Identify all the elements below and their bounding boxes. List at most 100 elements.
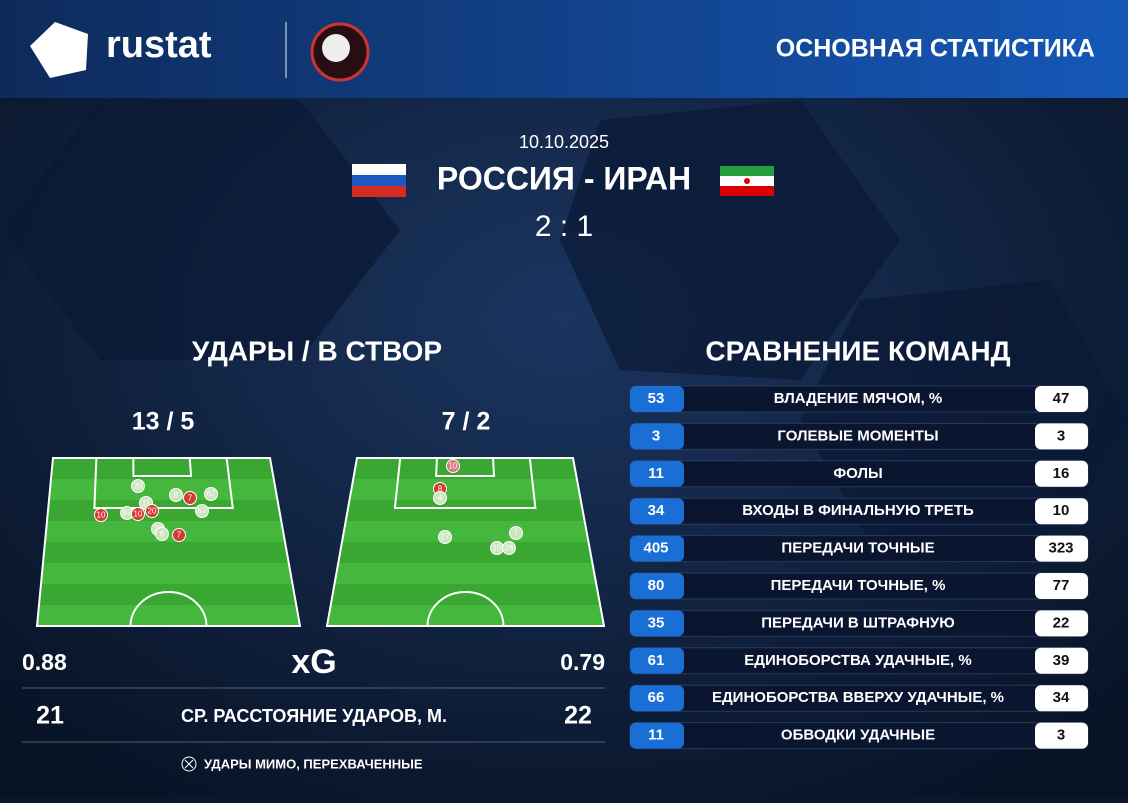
comparison-row: 35 ПЕРЕДАЧИ В ШТРАФНУЮ 22 (629, 609, 1089, 637)
away-pill (1035, 573, 1088, 599)
comparison-row: 405 ПЕРЕДАЧИ ТОЧНЫЕ 323 (629, 535, 1089, 563)
xg-label: xG (291, 643, 336, 681)
home-value: 34 (648, 502, 665, 519)
comparison-row: 34 ВХОДЫ В ФИНАЛЬНУЮ ТРЕТЬ 10 (629, 497, 1089, 525)
row-label: ПЕРЕДАЧИ ТОЧНЫЕ (781, 540, 934, 557)
shot-player: 20 (134, 482, 143, 491)
shot-marker (438, 530, 452, 544)
shot-player: 26 (505, 544, 514, 553)
shot-marker (183, 491, 197, 505)
hexagons (0, 100, 1128, 560)
pitch-stripe (349, 479, 581, 500)
match-score: 2 : 1 (535, 210, 593, 243)
shot-player: 10 (97, 511, 106, 520)
home-value: 61 (648, 652, 665, 669)
shot-player: 10 (449, 462, 458, 471)
match-date: 10.10.2025 (519, 132, 609, 152)
home-value: 35 (648, 614, 665, 631)
away-value: 47 (1053, 390, 1070, 407)
home-pill (630, 610, 684, 637)
shot-marker (172, 528, 186, 542)
away-value: 22 (1053, 614, 1070, 631)
away-pill (1035, 535, 1088, 562)
away-value: 323 (1048, 540, 1073, 557)
row-label: ОБВОДКИ УДАЧНЫЕ (781, 727, 935, 744)
shot-marker (145, 504, 159, 518)
shot-player: 10 (134, 510, 143, 519)
away-pill (1035, 722, 1088, 749)
away-shots: 7 / 2 (442, 408, 491, 436)
pitch-stripe (334, 563, 597, 584)
away-pill (1035, 386, 1088, 412)
penalty-box (393, 457, 537, 509)
away-value: 39 (1053, 652, 1070, 669)
away-xg: 0.79 (560, 649, 605, 675)
home-pill (630, 573, 684, 599)
row-label: ПЕРЕДАЧИ ТОЧНЫЕ, % (771, 577, 946, 594)
shot-player: 8 (160, 530, 165, 539)
center-circle (129, 591, 208, 627)
legend-icon (181, 756, 197, 772)
pitch-stripe (47, 500, 282, 521)
pitch-stripe (353, 458, 577, 479)
home-value: 66 (648, 689, 665, 706)
home-pill (630, 535, 684, 562)
away-pill (1035, 498, 1088, 525)
home-pill (630, 498, 684, 525)
pitch-outline (35, 457, 302, 627)
home-pill (630, 685, 684, 712)
away-value: 10 (1053, 502, 1070, 519)
shot-marker (169, 488, 183, 502)
flag-iran (720, 166, 774, 196)
away-distance: 22 (564, 702, 592, 730)
shot-player: 11 (142, 499, 151, 508)
penalty-box (93, 457, 234, 509)
home-xg: 0.88 (22, 649, 67, 675)
away-pill (1035, 685, 1088, 712)
pitch-outline (325, 457, 606, 627)
away-pill (1035, 610, 1088, 637)
shot-player: 67 (198, 507, 207, 516)
home-distance: 21 (36, 702, 64, 730)
away-pill (1035, 647, 1088, 674)
pitch-stripe (49, 479, 278, 500)
home-pill (630, 722, 684, 749)
shot-marker (94, 508, 108, 522)
away-value: 3 (1057, 427, 1065, 444)
row-label: ЕДИНОБОРСТВА УДАЧНЫЕ, % (744, 652, 971, 669)
pitch-stripe (338, 542, 593, 563)
shot-player: 67 (123, 509, 132, 518)
shot-marker (433, 491, 447, 505)
pitch-stripe (37, 605, 300, 626)
row-label: ГОЛЕВЫЕ МОМЕНТЫ (777, 427, 938, 444)
shot-marker (155, 527, 169, 541)
pitch-stripe (327, 605, 604, 626)
match-title: РОССИЯ - ИРАН (437, 160, 691, 196)
shot-player: 10 (493, 544, 502, 553)
comparison-row: 66 ЕДИНОБОРСТВА ВВЕРХУ УДАЧНЫЕ, % 34 (629, 684, 1089, 712)
shot-player: 7 (514, 529, 519, 538)
center-circle (426, 591, 505, 627)
shot-marker (131, 479, 145, 493)
home-value: 80 (648, 577, 665, 594)
pitch-stripe (43, 542, 289, 563)
flag-russia (352, 164, 406, 197)
row-label: ПЕРЕДАЧИ В ШТРАФНУЮ (761, 614, 954, 631)
pitch-stripe (41, 563, 293, 584)
goal-area (435, 457, 496, 477)
header-bar (0, 0, 1128, 98)
row-label: ЕДИНОБОРСТВА ВВЕРХУ УДАЧНЫЕ, % (712, 689, 1004, 706)
row-label: ВХОДЫ В ФИНАЛЬНУЮ ТРЕТЬ (742, 502, 974, 519)
row-label: ФОЛЫ (833, 465, 882, 482)
partner-ball (322, 34, 350, 62)
shot-player: 7 (177, 531, 182, 540)
comparison-row: 11 ФОЛЫ 16 (629, 460, 1089, 488)
shot-marker (204, 487, 218, 501)
shot-player: 8 (438, 485, 443, 494)
pitch-stripe (51, 458, 274, 479)
home-value: 11 (648, 727, 664, 744)
row-label: ВЛАДЕНИЕ МЯЧОМ, % (774, 390, 943, 407)
